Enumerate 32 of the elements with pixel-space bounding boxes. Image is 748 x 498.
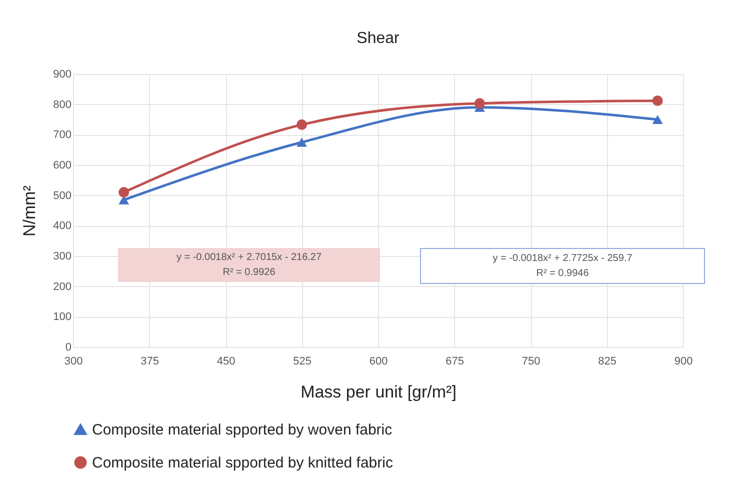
x-tick-label: 525 xyxy=(293,356,312,368)
point xyxy=(652,114,663,124)
point xyxy=(296,138,307,147)
text-box: y = -0.0018x² + 2.7015x - 216.27 R² = 0.9926 xyxy=(118,248,380,282)
x-tick-label: 675 xyxy=(446,356,464,368)
x-tick-label: 750 xyxy=(522,356,540,368)
text-box: y = -0.0018x² + 2.7725x - 259.7 R² = 0.9946 xyxy=(420,248,705,284)
point xyxy=(652,95,663,106)
chart-title: Shear xyxy=(356,30,400,47)
x-axis-title: Mass per unit [gr/m²] xyxy=(300,382,456,402)
y-axis-title: N/mm² xyxy=(20,185,40,236)
y-tick-label: 700 xyxy=(53,129,72,142)
y-tick-label: 200 xyxy=(53,280,72,293)
y-tick-label: 400 xyxy=(53,220,72,232)
x-tick-label: 375 xyxy=(140,356,159,368)
y-tick-label: 0 xyxy=(65,342,72,354)
point xyxy=(474,98,485,109)
y-tick-label: 800 xyxy=(53,98,72,111)
y-tick-label: 500 xyxy=(53,190,72,202)
legend-label: Composite material spported by knitted fabric xyxy=(92,454,394,472)
x-tick-label: 450 xyxy=(216,356,236,368)
x-tick-label: 600 xyxy=(369,356,388,368)
y-tick-label: 300 xyxy=(53,250,72,262)
point xyxy=(118,187,130,198)
x-tick-label: 900 xyxy=(674,356,693,368)
y-tick-label: 900 xyxy=(53,68,72,80)
y-tick-label: 600 xyxy=(53,160,72,172)
legend-label: Composite material spported by woven fabric xyxy=(92,422,393,438)
x-tick-label: 300 xyxy=(64,356,83,368)
x-tick-label: 825 xyxy=(598,356,616,368)
point xyxy=(296,119,307,130)
y-tick-label: 100 xyxy=(53,311,72,324)
